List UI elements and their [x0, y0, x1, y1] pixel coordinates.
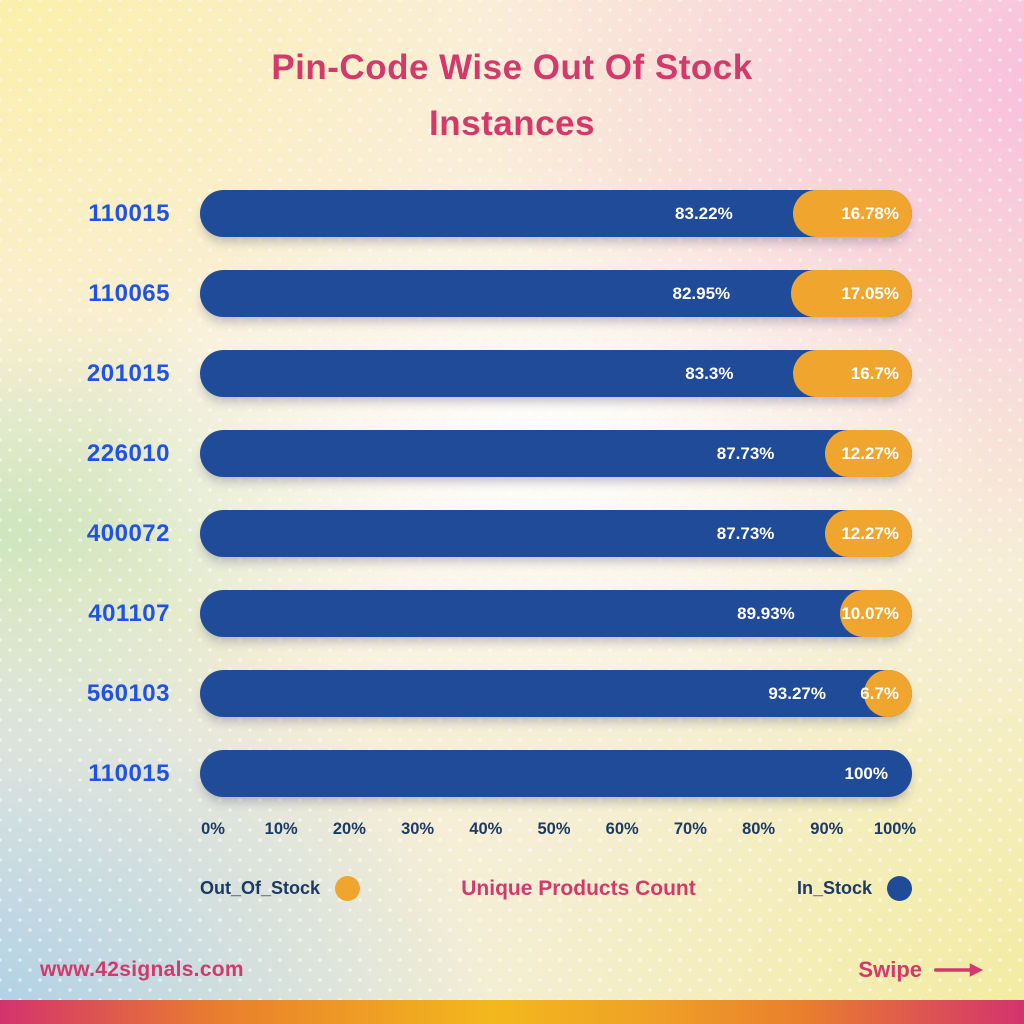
in-stock-value: 93.27% [768, 683, 826, 703]
out-of-stock-bar[interactable]: 16.78% [792, 190, 912, 237]
swipe-cta[interactable]: Swipe [858, 957, 984, 983]
bar-row: 400072 87.73% 12.27% [0, 510, 1024, 557]
legend-in-stock-label: In_Stock [796, 878, 872, 898]
out-of-stock-value: 6.7% [860, 683, 899, 703]
bar-row: 110015 83.22% 16.78% [0, 190, 1024, 237]
pin-code-label: 110015 [88, 199, 170, 227]
x-axis-tick: 70% [673, 820, 707, 838]
out-of-stock-bar[interactable]: 12.27% [824, 510, 912, 557]
bar-row: 226010 87.73% 12.27% [0, 430, 1024, 477]
out-of-stock-value: 16.7% [850, 363, 899, 383]
page-title: Pin-Code Wise Out Of Stock Instances [0, 40, 1024, 152]
in-stock-value: 82.95% [672, 283, 731, 303]
in-stock-bar[interactable]: 82.95% 17.05% [200, 270, 912, 317]
in-stock-value: 83.3% [685, 363, 734, 383]
bar-row: 401107 89.93% 10.07% [0, 590, 1024, 637]
out-of-stock-value: 10.07% [841, 603, 899, 623]
legend-item-in-stock: In_Stock [797, 876, 912, 901]
legend-out-of-stock-label: Out_Of_Stock [200, 878, 321, 898]
in-stock-value: 83.22% [675, 203, 733, 223]
pin-code-label: 401107 [88, 599, 170, 627]
out-of-stock-value: 17.05% [841, 283, 899, 303]
out-of-stock-value: 12.27% [841, 443, 899, 463]
pin-code-label: 110015 [88, 759, 170, 787]
in-stock-swatch-icon [887, 876, 912, 901]
in-stock-value: 89.93% [737, 603, 795, 623]
x-axis-ticks: 0% 10% 20% 30% 40% 50% 60% 70% 80% 90% 100% [201, 820, 916, 844]
bottom-accent-bar [0, 1000, 1024, 1024]
in-stock-bar[interactable]: 89.93% 10.07% [200, 590, 912, 637]
out-of-stock-bar[interactable]: 16.7% [793, 350, 912, 397]
bar-row: 110015 100% [0, 750, 1024, 797]
in-stock-bar[interactable]: 83.3% 16.7% [200, 350, 912, 397]
out-of-stock-value: 12.27% [841, 523, 899, 543]
in-stock-bar[interactable]: 83.22% 16.78% [200, 190, 912, 237]
x-axis-tick: 90% [810, 820, 844, 838]
x-axis-tick: 50% [537, 820, 571, 838]
in-stock-value: 87.73% [716, 443, 775, 463]
in-stock-bar[interactable]: 87.73% 12.27% [200, 430, 912, 477]
out-of-stock-value: 16.78% [841, 203, 899, 223]
swipe-label: Swipe [858, 957, 922, 982]
out-of-stock-bar[interactable]: 6.7% [860, 670, 912, 717]
website-link[interactable]: www.42signals.com [40, 958, 244, 981]
pin-code-label: 110065 [88, 279, 170, 307]
in-stock-value: 87.73% [716, 523, 775, 543]
out-of-stock-bar[interactable]: 17.05% [790, 270, 912, 317]
legend-item-out-of-stock: Out_Of_Stock [200, 876, 361, 901]
swipe-arrow-icon [934, 963, 984, 977]
bar-row: 110065 82.95% 17.05% [0, 270, 1024, 317]
out-of-stock-swatch-icon [335, 876, 361, 901]
bar-row: 560103 93.27% 6.7% [0, 670, 1024, 717]
out-of-stock-bar[interactable]: 10.07% [840, 590, 912, 637]
out-of-stock-bar[interactable]: 12.27% [824, 430, 912, 477]
in-stock-value: 100% [844, 763, 888, 783]
in-stock-bar[interactable]: 93.27% 6.7% [200, 670, 912, 717]
x-axis-tick: 80% [742, 820, 776, 838]
in-stock-bar[interactable]: 87.73% 12.27% [200, 510, 912, 557]
title-line-2: Instances [429, 104, 595, 143]
x-axis-tick: 100% [873, 820, 917, 838]
title-line-1: Pin-Code Wise Out Of Stock [271, 48, 753, 87]
pin-code-label: 400072 [86, 519, 170, 547]
pin-code-label: 201015 [86, 359, 170, 387]
bar-chart: 110015 83.22% 16.78% 110065 82.95% 17.05% 2010… [0, 190, 1024, 830]
pin-code-label: 226010 [86, 439, 170, 467]
x-axis-tick: 30% [401, 820, 435, 838]
pin-code-label: 560103 [86, 679, 170, 707]
in-stock-bar[interactable]: 100% [200, 750, 912, 797]
x-axis-tick: 20% [332, 820, 366, 838]
footer: www.42signals.com Swipe [40, 957, 984, 983]
x-axis-tick: 60% [605, 820, 639, 838]
bar-row: 201015 83.3% 16.7% [0, 350, 1024, 397]
x-axis-tick: 40% [469, 820, 503, 838]
chart-legend: Out_Of_Stock Unique Products Count In_St… [200, 876, 912, 901]
x-axis-title: Unique Products Count [461, 876, 696, 900]
x-axis-tick: 0% [201, 820, 225, 838]
x-axis-tick: 10% [264, 820, 298, 838]
